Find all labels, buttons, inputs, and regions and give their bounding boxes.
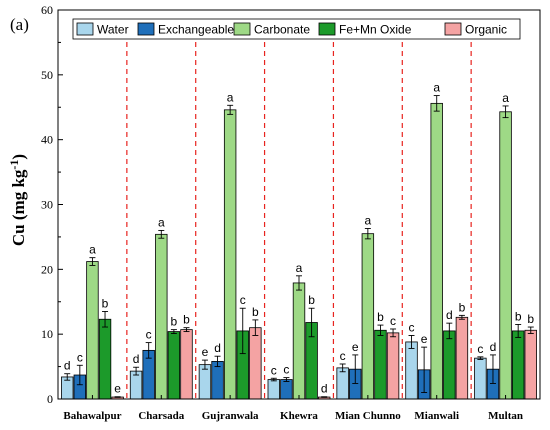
- bar: [405, 341, 418, 400]
- bar: [430, 102, 443, 400]
- significance-letter: e: [421, 332, 428, 346]
- bar: [374, 329, 387, 400]
- significance-letter: d: [490, 340, 497, 354]
- bar: [511, 330, 525, 400]
- significance-letter: b: [459, 300, 466, 314]
- significance-letter: c: [409, 320, 415, 334]
- legend-swatch: [444, 22, 462, 36]
- significance-letter: b: [377, 310, 384, 324]
- y-tick-label: 30: [41, 198, 53, 212]
- y-tick-label: 60: [41, 3, 53, 17]
- legend-swatch: [233, 22, 251, 36]
- legend-swatch: [76, 22, 94, 36]
- legend-label: Carbonate: [254, 23, 310, 37]
- category-label: Charsada: [138, 410, 184, 422]
- significance-letter: b: [308, 293, 315, 307]
- bar: [98, 318, 112, 400]
- significance-letter: c: [271, 363, 277, 377]
- y-axis-label-close: ): [9, 154, 28, 160]
- significance-letter: c: [340, 349, 346, 363]
- bar: [167, 331, 181, 400]
- y-tick-label: 40: [41, 133, 53, 147]
- significance-letter: d: [446, 308, 453, 322]
- y-axis-ticks: 0 10 20 30 40 50 60: [41, 3, 63, 406]
- bar: [155, 233, 168, 400]
- legend-swatch: [318, 22, 336, 36]
- category-label: Khewra: [280, 410, 318, 422]
- significance-letter: d: [214, 341, 221, 355]
- error-bars: [64, 95, 534, 398]
- bar: [499, 111, 512, 400]
- bar: [267, 379, 281, 400]
- legend-label: Fe+Mn Oxide: [339, 23, 412, 37]
- significance-letter: e: [202, 345, 209, 359]
- y-axis-label-exponent: -1: [7, 160, 21, 170]
- significance-letter: d: [321, 382, 328, 396]
- bar: [443, 330, 456, 400]
- significance-letter: a: [227, 90, 234, 104]
- significance-letter: a: [502, 91, 509, 105]
- significance-letter: d: [64, 359, 71, 373]
- bar: [292, 282, 306, 400]
- legend: Water Exchangeable Carbonate Fe+Mn Oxide Org…: [72, 18, 521, 40]
- significance-letter: b: [515, 309, 522, 323]
- bar: [86, 261, 99, 400]
- legend-box: [72, 18, 521, 40]
- legend-label: Water: [97, 23, 129, 37]
- significance-letter: d: [133, 352, 140, 366]
- bar: [336, 367, 349, 400]
- legend-swatch: [137, 22, 155, 36]
- bar: [180, 329, 193, 400]
- significance-letter: c: [77, 350, 83, 364]
- legend-label: Organic: [465, 23, 507, 37]
- category-label: Multan: [488, 410, 523, 422]
- significance-letter: a: [296, 261, 303, 275]
- category-label: Mianwali: [414, 410, 459, 422]
- y-tick-label: 0: [47, 392, 53, 406]
- bar: [474, 357, 487, 400]
- bar: [386, 332, 400, 400]
- bar: [211, 360, 224, 400]
- significance-letter: a: [365, 213, 372, 227]
- category-label: Mian Chunno: [335, 410, 401, 422]
- significance-letter: e: [352, 340, 359, 354]
- significance-letter: b: [183, 313, 190, 327]
- significance-letter: b: [252, 305, 259, 319]
- category-label: Gujranwala: [202, 410, 259, 422]
- bar: [280, 379, 293, 400]
- bar: [223, 109, 237, 400]
- significance-letter: a: [89, 243, 96, 257]
- y-tick-label: 20: [41, 262, 53, 276]
- significance-letter: e: [114, 382, 121, 396]
- significance-letter: b: [527, 312, 534, 326]
- x-axis-categories: Bahawalpur Charsada Gujranwala Khewra Mian C…: [63, 395, 523, 422]
- significance-letter: b: [171, 315, 178, 329]
- bar: [455, 316, 469, 400]
- y-tick-label: 50: [41, 68, 53, 82]
- significance-letter: c: [477, 342, 483, 356]
- bar: [524, 329, 537, 400]
- y-tick-label: 10: [41, 327, 53, 341]
- panel-label: (a): [10, 15, 29, 34]
- y-axis-label: Cu (mg kg-1): [7, 154, 28, 246]
- bar: [198, 364, 212, 400]
- bar: [361, 233, 375, 400]
- significance-letter: a: [158, 215, 165, 229]
- significance-letter: a: [433, 81, 440, 95]
- significance-letter: c: [146, 328, 152, 342]
- bar: [249, 327, 262, 400]
- category-separators: [126, 42, 472, 399]
- category-label: Bahawalpur: [63, 410, 121, 422]
- significance-letter: c: [240, 293, 246, 307]
- bars: [61, 102, 537, 400]
- significance-letter: b: [102, 296, 109, 310]
- significance-letter: c: [390, 314, 396, 328]
- legend-label: Exchangeable: [158, 23, 234, 37]
- significance-letter: c: [283, 363, 289, 377]
